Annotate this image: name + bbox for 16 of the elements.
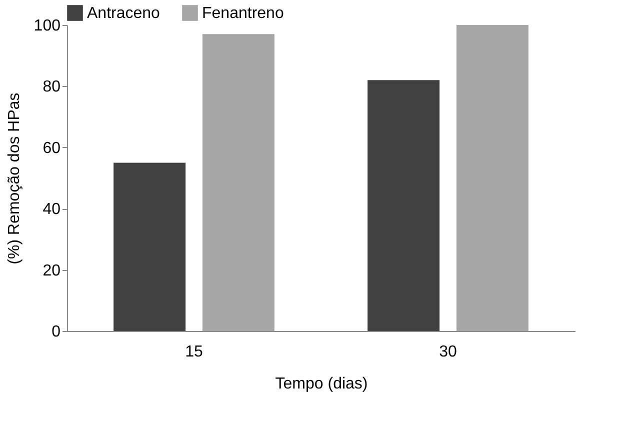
y-axis-title: (%) Remoção dos HPas bbox=[6, 92, 23, 264]
y-tick-label: 60 bbox=[42, 140, 61, 157]
bar bbox=[368, 80, 440, 331]
y-tick-label: 100 bbox=[34, 18, 61, 34]
bar bbox=[202, 34, 274, 331]
x-tick-label: 30 bbox=[439, 344, 457, 360]
y-tick-label: 0 bbox=[52, 324, 61, 340]
x-tick-label: 15 bbox=[185, 344, 203, 360]
legend-label: Fenantreno bbox=[202, 5, 284, 22]
legend-label: Antraceno bbox=[87, 5, 160, 22]
x-axis-title: Tempo (dias) bbox=[275, 376, 368, 392]
bar bbox=[114, 162, 186, 331]
bar bbox=[456, 25, 528, 331]
y-tick-label: 20 bbox=[42, 262, 61, 280]
y-tick-label: 80 bbox=[42, 78, 61, 96]
y-tick-label: 40 bbox=[42, 201, 61, 218]
